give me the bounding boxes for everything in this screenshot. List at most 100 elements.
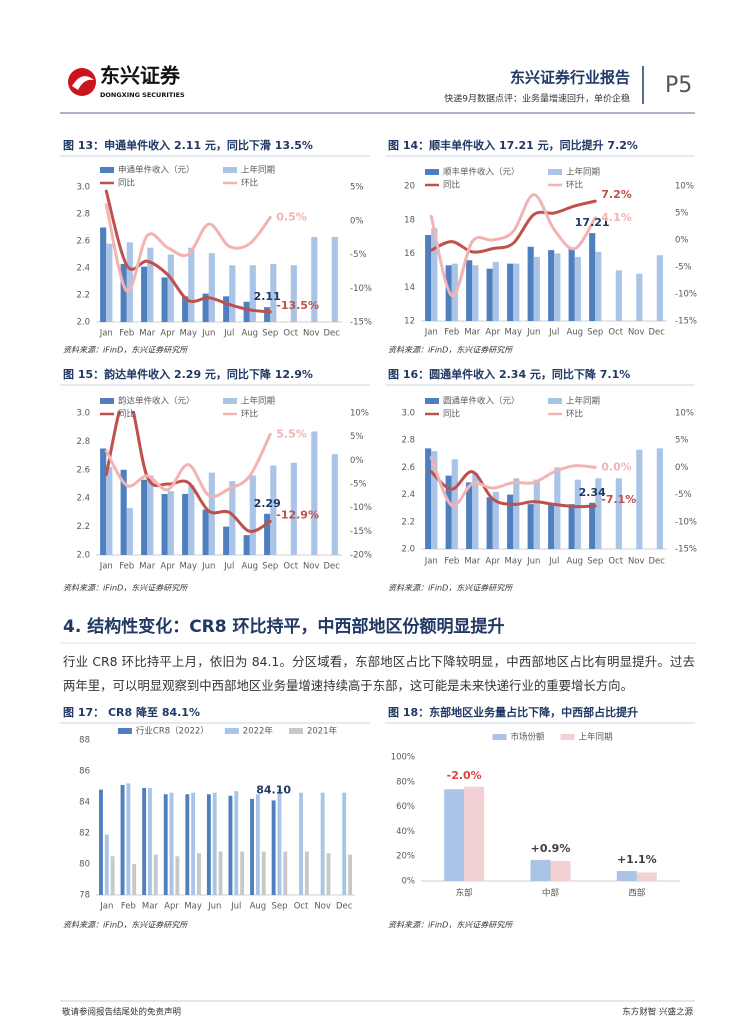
line-series bbox=[429, 470, 597, 509]
legend-label: 环比 bbox=[241, 178, 258, 189]
y2-tick-label: 10% bbox=[675, 409, 694, 419]
bar bbox=[513, 478, 520, 549]
bar bbox=[527, 504, 534, 549]
bar bbox=[445, 475, 452, 549]
bar bbox=[223, 526, 230, 555]
bar bbox=[208, 253, 215, 322]
x-tick-label: Sep bbox=[262, 562, 278, 572]
report-title: 东兴证券行业报告 bbox=[510, 69, 630, 87]
legend-marker bbox=[100, 167, 114, 173]
x-tick-label: Aug bbox=[250, 902, 267, 912]
figure-caption: 图 16：圆通单件收入 2.34 元，同比下降 7.1% bbox=[388, 367, 630, 381]
y2-tick-label: -15% bbox=[675, 545, 697, 555]
bar bbox=[167, 254, 174, 322]
y-tick-label: 3.0 bbox=[76, 409, 90, 419]
x-tick-label: Jun bbox=[201, 562, 215, 572]
bar bbox=[223, 296, 230, 322]
y-tick-label: 20 bbox=[404, 182, 415, 192]
page-number: P5 bbox=[665, 73, 692, 98]
y-tick-label: 88 bbox=[79, 736, 90, 746]
bar bbox=[548, 250, 555, 321]
x-tick-label: Jul bbox=[223, 562, 234, 572]
x-tick-label: Feb bbox=[119, 329, 134, 339]
x-tick-label: May bbox=[179, 562, 197, 572]
bar bbox=[270, 263, 277, 322]
x-tick-label: Oct bbox=[283, 329, 298, 339]
y-tick-label: 3.0 bbox=[401, 409, 415, 419]
legend-label: 同比 bbox=[443, 409, 460, 420]
bar bbox=[218, 851, 223, 895]
x-tick-label: Nov bbox=[628, 328, 645, 338]
y2-tick-label: -5% bbox=[350, 480, 367, 490]
bar bbox=[550, 861, 571, 881]
y2-tick-label: 5% bbox=[350, 432, 364, 442]
y2-tick-label: 5% bbox=[675, 436, 689, 446]
bar bbox=[185, 794, 190, 895]
bar bbox=[533, 479, 540, 549]
bar bbox=[636, 273, 643, 321]
x-tick-label: Jun bbox=[207, 902, 221, 912]
y2-tick-label: 0% bbox=[675, 236, 689, 246]
bar bbox=[110, 856, 115, 895]
bar bbox=[656, 255, 663, 321]
line-series bbox=[104, 203, 272, 293]
y2-tick-label: -10% bbox=[675, 290, 697, 300]
bar bbox=[249, 475, 256, 555]
line-series bbox=[104, 432, 272, 498]
bar bbox=[175, 856, 180, 895]
y-tick-label: 2.0 bbox=[76, 318, 90, 328]
x-tick-label: Nov bbox=[314, 902, 331, 912]
legend-label: 2021年 bbox=[307, 726, 338, 737]
legend-marker bbox=[224, 728, 239, 734]
x-tick-label: Jan bbox=[424, 557, 438, 567]
y-tick-label: 2.8 bbox=[401, 436, 415, 446]
annotation: +0.9% bbox=[531, 842, 571, 855]
data-label: 84.10 bbox=[256, 783, 291, 796]
legend-marker bbox=[548, 169, 562, 175]
x-tick-label: Mar bbox=[139, 329, 156, 339]
bar bbox=[615, 478, 622, 549]
report-subtitle: 快递9月数据点评：业务量增速回升，单价企稳 bbox=[444, 93, 630, 105]
y2-tick-label: -10% bbox=[350, 503, 372, 513]
y-tick-label: 2.4 bbox=[401, 490, 415, 500]
logo-english: DONGXING SECURITIES bbox=[100, 91, 185, 99]
x-tick-label: Oct bbox=[608, 328, 623, 338]
source-note: 资料来源：iFinD，东兴证券研究所 bbox=[388, 921, 514, 930]
legend-label: 圆通单件收入（元） bbox=[443, 396, 520, 407]
x-tick-label: Mar bbox=[464, 557, 481, 567]
y2-tick-label: 10% bbox=[675, 182, 694, 192]
figure-caption: 图 18：东部地区业务量占比下降，中西部占比提升 bbox=[388, 705, 638, 719]
x-tick-label: Mar bbox=[142, 902, 159, 912]
bar bbox=[331, 454, 338, 555]
bar bbox=[283, 851, 288, 895]
x-tick-label: Feb bbox=[444, 328, 459, 338]
legend-label: 上年同期 bbox=[579, 732, 613, 743]
x-tick-label: Jan bbox=[99, 902, 113, 912]
figure-caption: 图 17： CR8 降至 84.1% bbox=[63, 705, 200, 719]
legend-marker bbox=[548, 398, 562, 404]
bar bbox=[290, 265, 297, 322]
figure-caption: 图 15：韵达单件收入 2.29 元，同比下降 12.9% bbox=[63, 367, 313, 381]
bar bbox=[132, 864, 137, 895]
y2-tick-label: -20% bbox=[350, 551, 372, 561]
legend-label: 环比 bbox=[241, 409, 258, 420]
bar bbox=[99, 789, 103, 895]
y-tick-label: 2.4 bbox=[76, 264, 90, 274]
legend-label: 申通单件收入（元） bbox=[118, 165, 195, 176]
bar bbox=[120, 784, 125, 895]
bar bbox=[188, 247, 195, 322]
bar bbox=[507, 494, 514, 549]
x-tick-label: Apr bbox=[160, 562, 175, 572]
bar bbox=[342, 792, 347, 895]
logo-swirl bbox=[72, 76, 94, 90]
x-tick-label: Jan bbox=[99, 562, 113, 572]
y-tick-label: 3.0 bbox=[76, 183, 90, 193]
bar bbox=[141, 479, 148, 555]
bar bbox=[589, 502, 596, 549]
x-tick-label: Feb bbox=[121, 902, 136, 912]
x-tick-label: Jul bbox=[230, 902, 241, 912]
y-tick-label: 2.8 bbox=[76, 210, 90, 220]
x-tick-label: Nov bbox=[303, 329, 320, 339]
source-note: 资料来源：iFinD，东兴证券研究所 bbox=[63, 346, 189, 355]
